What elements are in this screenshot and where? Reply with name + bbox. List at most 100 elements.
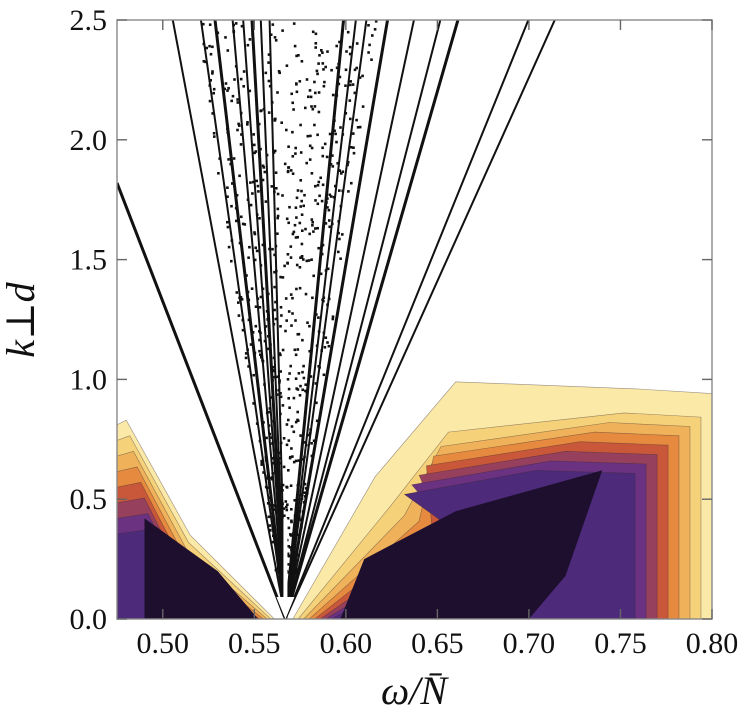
scatter-dot: [255, 213, 259, 216]
scatter-dot: [289, 293, 293, 296]
y-tick-label: 2.5: [70, 4, 108, 37]
scatter-dot: [304, 227, 307, 231]
scatter-dot: [275, 516, 279, 520]
scatter-dot: [265, 310, 269, 313]
scatter-dot: [293, 499, 296, 502]
scatter-dot: [253, 232, 257, 236]
scatter-dot: [277, 493, 281, 496]
scatter-dot: [295, 83, 298, 86]
scatter-dot: [211, 45, 214, 49]
scatter-dot: [314, 184, 317, 188]
scatter-dot: [261, 164, 265, 168]
scatter-dot: [316, 133, 319, 137]
scatter-dot: [331, 165, 335, 168]
scatter-dot: [283, 514, 286, 517]
scatter-dot: [287, 526, 291, 530]
scatter-dot: [301, 370, 304, 374]
scatter-dot: [239, 296, 243, 299]
scatter-dot: [347, 190, 350, 193]
scatter-dot: [294, 206, 298, 209]
scatter-dot: [268, 524, 271, 527]
scatter-dot: [285, 423, 289, 426]
x-tick-label: 0.80: [686, 627, 739, 660]
scatter-dot: [277, 537, 280, 540]
scatter-dot: [373, 28, 377, 31]
scatter-dot: [280, 121, 283, 124]
scatter-dot: [267, 53, 271, 56]
scatter-dot: [361, 105, 365, 108]
scatter-dot: [285, 128, 288, 132]
scatter-dot: [297, 54, 300, 57]
scatter-dot: [273, 149, 277, 153]
scatter-dot: [264, 485, 268, 489]
scatter-dots: [202, 20, 378, 574]
scatter-dot: [297, 372, 301, 375]
scatter-dot: [251, 331, 255, 334]
scatter-dot: [277, 70, 281, 73]
scatter-dot: [301, 388, 304, 392]
scatter-dot: [300, 526, 303, 529]
scatter-dot: [246, 290, 250, 294]
scatter-dot: [296, 333, 300, 336]
scatter-dot: [290, 548, 293, 552]
scatter-dot: [296, 515, 300, 519]
scatter-dot: [374, 20, 378, 23]
scatter-dot: [296, 388, 300, 391]
scatter-dot: [283, 264, 286, 268]
scatter-dot: [314, 199, 317, 202]
scatter-dot: [329, 163, 333, 166]
scatter-dot: [320, 252, 324, 256]
scatter-dot: [331, 154, 334, 157]
scatter-dot: [280, 314, 283, 317]
scatter-dot: [356, 126, 360, 129]
scatter-dot: [277, 565, 280, 568]
scatter-dot: [272, 356, 276, 360]
scatter-dot: [236, 101, 240, 104]
scatter-dot: [249, 181, 252, 184]
scatter-dot: [294, 459, 298, 463]
scatter-dot: [273, 190, 276, 194]
scatter-dot: [276, 91, 279, 94]
scatter-dot: [285, 505, 288, 509]
scatter-dot: [237, 314, 241, 317]
scatter-dot: [329, 195, 333, 198]
scatter-dot: [294, 557, 298, 561]
scatter-dot: [296, 235, 299, 239]
scatter-dot: [269, 496, 272, 499]
scatter-dot: [270, 436, 273, 439]
scatter-dot: [256, 184, 260, 188]
scatter-dot: [253, 143, 256, 147]
y-tick-label: 1.5: [70, 244, 108, 277]
scatter-dot: [247, 318, 251, 322]
scatter-dot: [285, 485, 288, 489]
scatter-dot: [305, 443, 308, 447]
scatter-dot: [286, 563, 290, 566]
scatter-dot: [275, 550, 279, 554]
scatter-dot: [294, 377, 298, 380]
scatter-dot: [338, 189, 341, 192]
scatter-dot: [352, 132, 355, 135]
scatter-dot: [254, 150, 258, 153]
scatter-dot: [238, 241, 242, 245]
scatter-dot: [269, 343, 272, 346]
scatter-dot: [321, 154, 325, 158]
scatter-dot: [278, 461, 281, 465]
scatter-dot: [294, 571, 297, 574]
scatter-dot: [287, 554, 291, 558]
scatter-dot: [317, 180, 321, 184]
scatter-dot: [212, 132, 216, 135]
scatter-dot: [355, 118, 358, 122]
scatter-dot: [284, 500, 288, 503]
scatter-dot: [292, 544, 295, 548]
scatter-dot: [279, 395, 283, 399]
scatter-dot: [313, 80, 316, 84]
ray-line: [284, 20, 530, 619]
scatter-dot: [248, 245, 251, 249]
scatter-dot: [226, 89, 229, 92]
scatter-dot: [283, 162, 287, 166]
scatter-dot: [320, 349, 323, 352]
scatter-dot: [276, 487, 279, 490]
scatter-dot: [239, 111, 243, 115]
scatter-dot: [298, 516, 301, 519]
